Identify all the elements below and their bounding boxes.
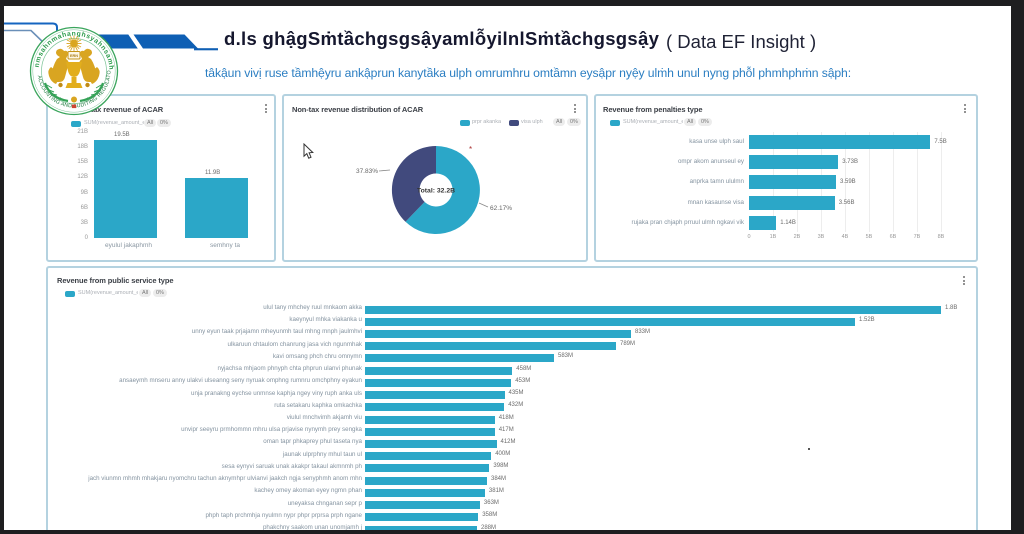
svg-text:62.17%: 62.17%: [490, 205, 512, 212]
svg-text:*: *: [469, 145, 472, 154]
svg-text:37.83%: 37.83%: [356, 168, 378, 175]
svg-text:ERN: ERN: [70, 54, 78, 58]
svg-text:Total: 32.2B: Total: 32.2B: [417, 188, 455, 195]
